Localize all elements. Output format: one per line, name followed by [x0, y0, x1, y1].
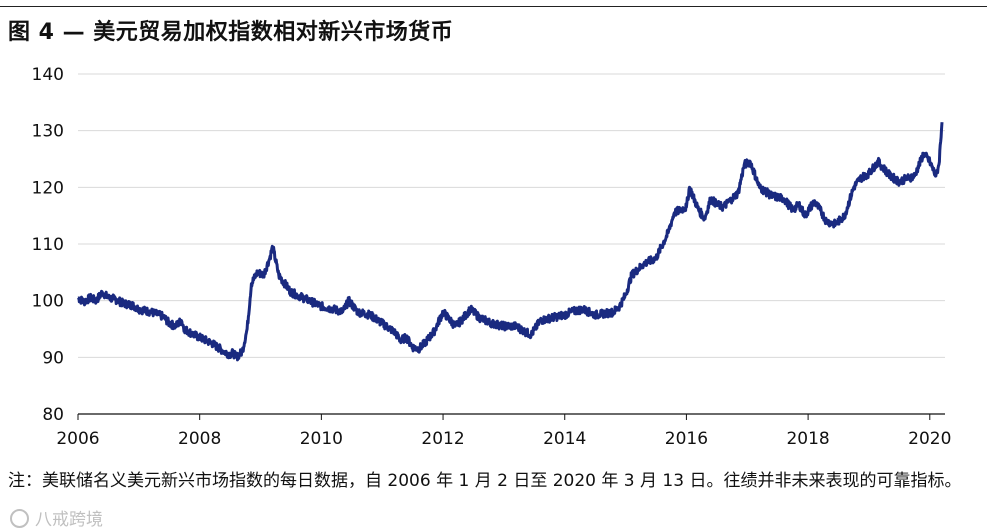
y-tick-label: 130 [32, 122, 64, 142]
x-tick-label: 2016 [665, 429, 708, 449]
chart-title: 图 4 — 美元贸易加权指数相对新兴市场货币 [8, 20, 454, 45]
watermark-text: 八戒跨境 [35, 510, 103, 530]
x-tick-label: 2018 [786, 429, 829, 449]
gridlines [78, 73, 945, 358]
x-tick-label: 2012 [421, 429, 464, 449]
y-tick-label: 90 [42, 348, 64, 368]
chart-figure: 80 90 100 110 120 130 140 2006 2008 2010 2012 2014… [0, 46, 987, 466]
watermark: 八戒跨境 [10, 505, 103, 530]
y-tick-label: 100 [32, 292, 64, 312]
series-layer [76, 122, 944, 362]
top-rule [0, 6, 987, 7]
series-line [76, 122, 944, 362]
line-chart: 80 90 100 110 120 130 140 2006 2008 2010 2012 2014… [32, 65, 952, 449]
y-tick-label: 110 [32, 235, 64, 255]
x-axis-tick-labels: 2006 2008 2010 2012 2014 2016 2018 2020 [56, 429, 951, 449]
x-tick-label: 2008 [178, 429, 221, 449]
x-tick-label: 2014 [543, 429, 586, 449]
footnote: 注：美联储名义美元新兴市场指数的每日数据，自 2006 年 1 月 2 日至 2… [8, 471, 962, 491]
x-tick-label: 2020 [908, 429, 951, 449]
y-tick-label: 80 [42, 405, 64, 425]
x-tick-label: 2010 [300, 429, 343, 449]
y-tick-label: 140 [32, 65, 64, 85]
x-axis [77, 413, 945, 420]
watermark-logo-icon [10, 509, 29, 528]
x-tick-label: 2006 [56, 429, 99, 449]
y-axis-tick-labels: 80 90 100 110 120 130 140 [32, 65, 64, 425]
y-tick-label: 120 [32, 178, 64, 198]
